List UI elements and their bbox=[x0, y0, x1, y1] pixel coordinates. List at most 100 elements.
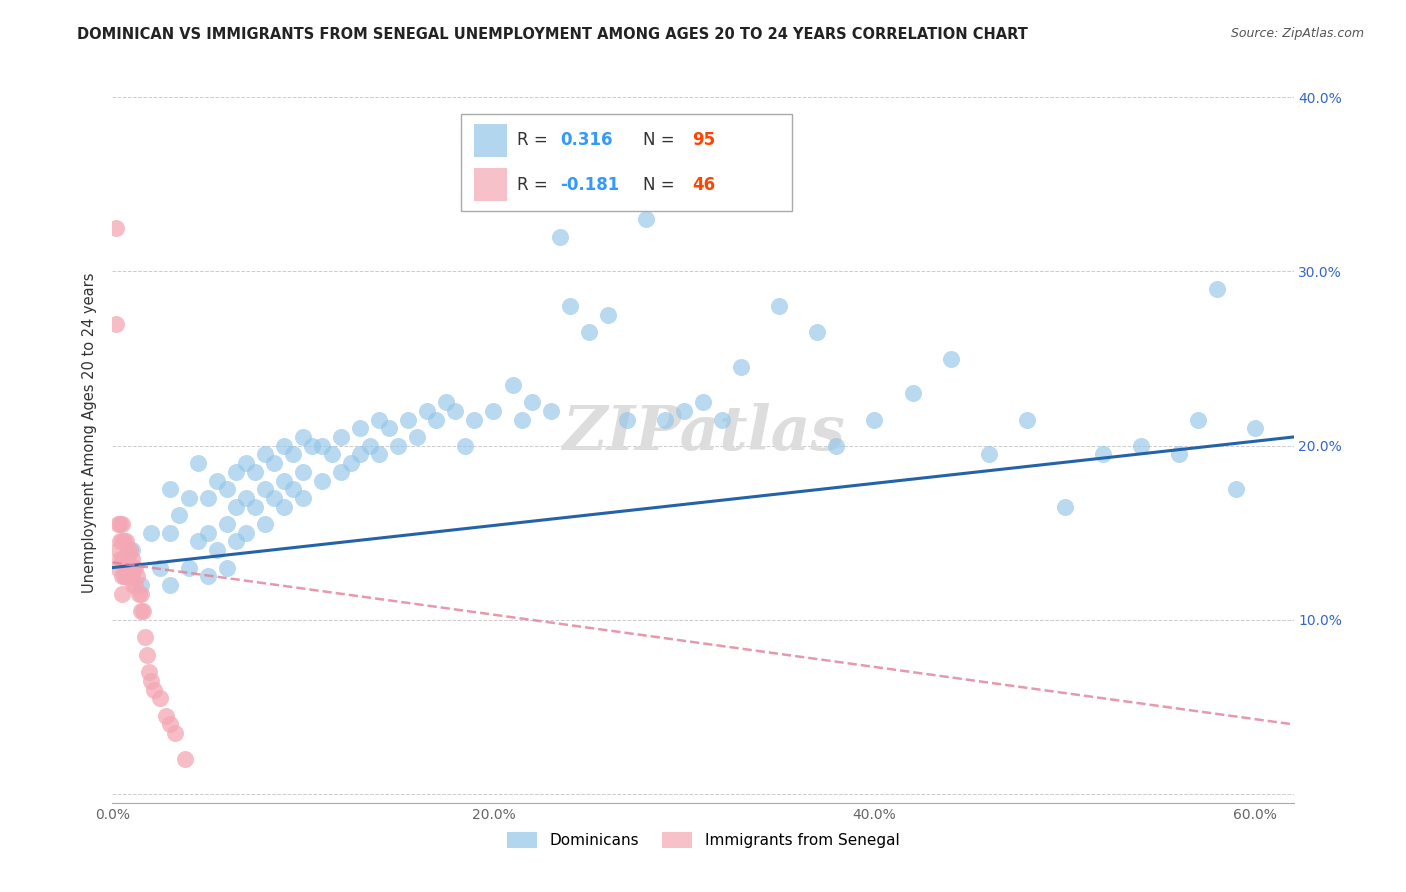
Point bbox=[311, 474, 333, 488]
Point bbox=[359, 439, 381, 453]
Point bbox=[124, 560, 146, 574]
Point bbox=[425, 412, 447, 426]
Point bbox=[117, 543, 139, 558]
Point bbox=[177, 491, 200, 505]
Point bbox=[121, 552, 143, 566]
Point bbox=[520, 395, 543, 409]
Point bbox=[768, 299, 790, 313]
Point bbox=[578, 326, 600, 340]
Point bbox=[558, 299, 581, 313]
Point bbox=[139, 673, 162, 688]
Point bbox=[127, 569, 149, 583]
Point bbox=[117, 569, 139, 583]
Point bbox=[330, 465, 353, 479]
Point bbox=[215, 517, 238, 532]
Point bbox=[149, 560, 172, 574]
Point bbox=[114, 534, 136, 549]
Point bbox=[321, 447, 343, 461]
Point bbox=[245, 500, 267, 514]
Point bbox=[111, 587, 134, 601]
Point bbox=[672, 404, 695, 418]
Point bbox=[128, 587, 150, 601]
Legend: Dominicans, Immigrants from Senegal: Dominicans, Immigrants from Senegal bbox=[501, 826, 905, 855]
Point bbox=[692, 395, 714, 409]
Point bbox=[730, 360, 752, 375]
Point bbox=[111, 552, 134, 566]
Point bbox=[177, 560, 200, 574]
Point bbox=[330, 430, 353, 444]
Point bbox=[301, 439, 323, 453]
Point bbox=[215, 560, 238, 574]
Text: Source: ZipAtlas.com: Source: ZipAtlas.com bbox=[1230, 27, 1364, 40]
Point bbox=[112, 552, 135, 566]
Point bbox=[118, 543, 141, 558]
Point bbox=[396, 412, 419, 426]
Point bbox=[1053, 500, 1076, 514]
Point bbox=[111, 517, 134, 532]
Point bbox=[235, 456, 257, 470]
Point bbox=[149, 691, 172, 706]
Point bbox=[368, 447, 391, 461]
Point bbox=[225, 465, 247, 479]
Point bbox=[129, 604, 152, 618]
Point bbox=[1130, 439, 1153, 453]
Point bbox=[863, 412, 886, 426]
Point bbox=[132, 604, 155, 618]
Point bbox=[311, 439, 333, 453]
Point bbox=[939, 351, 962, 366]
Point bbox=[482, 404, 505, 418]
Point bbox=[245, 465, 267, 479]
Point bbox=[107, 560, 129, 574]
Point bbox=[540, 404, 562, 418]
Point bbox=[167, 508, 190, 523]
Point bbox=[1206, 282, 1229, 296]
Point bbox=[165, 726, 187, 740]
Point bbox=[596, 308, 619, 322]
Point bbox=[387, 439, 409, 453]
Point bbox=[263, 491, 285, 505]
Point bbox=[1225, 482, 1247, 496]
Point bbox=[1244, 421, 1267, 435]
Point bbox=[112, 569, 135, 583]
Point bbox=[225, 500, 247, 514]
Point bbox=[129, 587, 152, 601]
Point bbox=[616, 412, 638, 426]
Point bbox=[263, 456, 285, 470]
Point bbox=[1015, 412, 1038, 426]
Point bbox=[159, 717, 181, 731]
Point bbox=[105, 221, 128, 235]
Point bbox=[283, 482, 305, 496]
Point bbox=[107, 517, 129, 532]
Point bbox=[349, 421, 371, 435]
Point bbox=[135, 648, 157, 662]
Point bbox=[291, 465, 314, 479]
Point bbox=[207, 474, 229, 488]
Point bbox=[1187, 412, 1209, 426]
Point bbox=[108, 517, 131, 532]
Point bbox=[349, 447, 371, 461]
Point bbox=[173, 752, 195, 766]
Point bbox=[502, 377, 524, 392]
Point bbox=[207, 543, 229, 558]
Point bbox=[122, 560, 145, 574]
Point bbox=[159, 525, 181, 540]
Point bbox=[134, 630, 156, 644]
Point bbox=[654, 412, 676, 426]
Point bbox=[806, 326, 828, 340]
Point bbox=[977, 447, 1000, 461]
Point bbox=[107, 543, 129, 558]
Point bbox=[187, 456, 209, 470]
Y-axis label: Unemployment Among Ages 20 to 24 years: Unemployment Among Ages 20 to 24 years bbox=[82, 272, 97, 593]
Point bbox=[124, 578, 146, 592]
Point bbox=[215, 482, 238, 496]
Point bbox=[273, 500, 295, 514]
Point bbox=[197, 491, 219, 505]
Point bbox=[155, 708, 177, 723]
Point bbox=[377, 421, 399, 435]
Point bbox=[434, 395, 457, 409]
Point bbox=[187, 534, 209, 549]
Point bbox=[1092, 447, 1115, 461]
Point bbox=[283, 447, 305, 461]
Point bbox=[121, 569, 143, 583]
Point bbox=[138, 665, 160, 680]
